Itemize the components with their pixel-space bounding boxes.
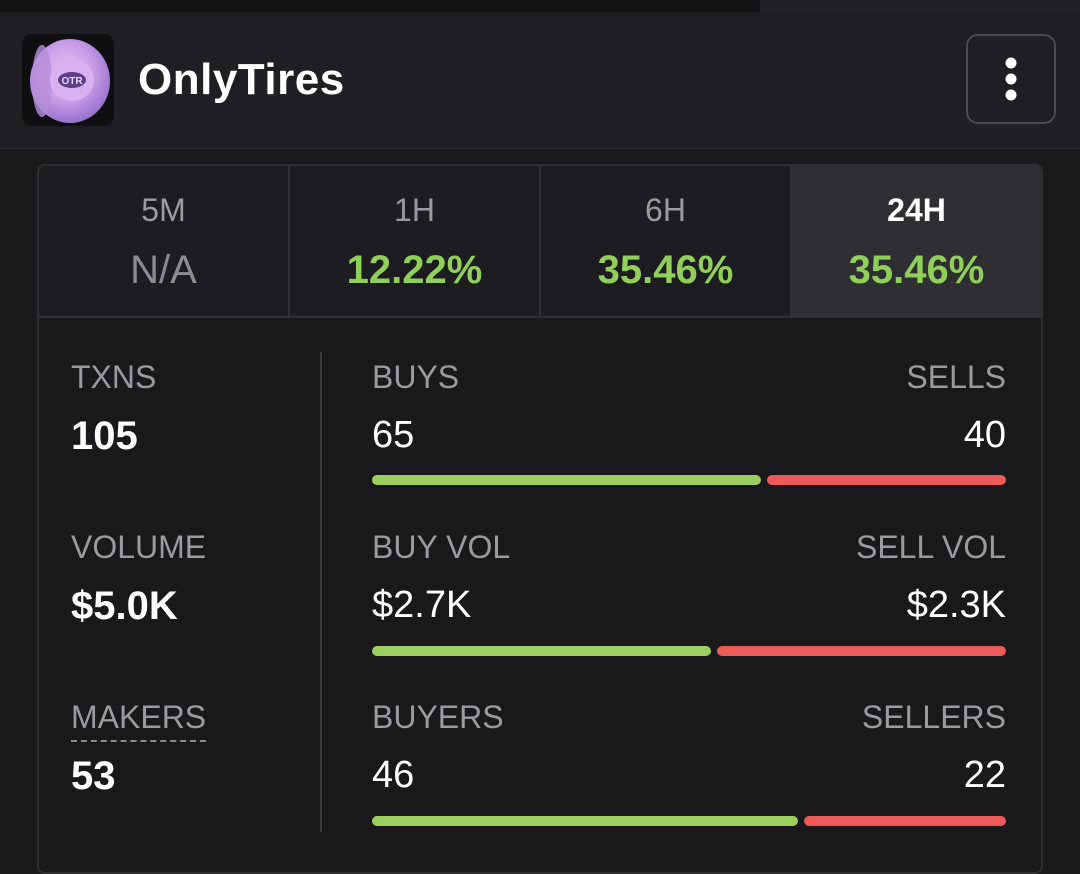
- sell-bar: [717, 646, 1006, 656]
- buyers-label: BUYERS: [372, 699, 504, 735]
- token-name: OnlyTires: [138, 55, 345, 104]
- makers-value: 53: [71, 754, 116, 798]
- tab-change-value: N/A: [130, 248, 197, 292]
- makers-label[interactable]: MAKERS: [71, 696, 207, 742]
- tab-5m[interactable]: 5M N/A: [39, 166, 290, 316]
- txns-ratio-bar: [372, 475, 1006, 485]
- buys-label: BUYS: [372, 359, 460, 395]
- summary-column: TXNS 105 VOLUME $5.0K MAKERS 53: [39, 318, 321, 872]
- more-vertical-icon: [1005, 57, 1017, 101]
- sell-bar: [767, 475, 1006, 485]
- sell-bar: [804, 816, 1006, 826]
- buyers-value: 46: [372, 754, 415, 796]
- buy-bar: [372, 816, 798, 826]
- volume-label: VOLUME: [71, 529, 207, 565]
- buy-bar: [372, 475, 761, 485]
- sell-vol-label: SELL VOL: [855, 529, 1006, 565]
- tab-change-value: 35.46%: [848, 248, 985, 292]
- txns-value: 105: [71, 414, 138, 458]
- buys-value: 65: [372, 414, 415, 456]
- column-divider: [320, 352, 322, 832]
- tab-change-value: 35.46%: [597, 248, 734, 292]
- breakdown-column: BUYS SELLS 65 40 BUY VOL SELL VOL $2.7K …: [372, 318, 1006, 872]
- token-header: OTR OnlyTires: [0, 12, 1080, 149]
- top-strip-segment: [760, 0, 1080, 12]
- stats-card: 5M N/A 1H 12.22% 6H 35.46% 24H 35.46% TX…: [37, 164, 1043, 874]
- tab-change-value: 12.22%: [346, 248, 483, 292]
- tab-label: 1H: [394, 192, 435, 228]
- tab-6h[interactable]: 6H 35.46%: [541, 166, 792, 316]
- tab-24h[interactable]: 24H 35.46%: [792, 166, 1041, 316]
- buy-vol-value: $2.7K: [372, 584, 472, 626]
- more-options-button[interactable]: [966, 34, 1056, 124]
- tab-label: 5M: [141, 192, 186, 228]
- txns-label: TXNS: [71, 359, 157, 395]
- tab-label: 24H: [887, 192, 946, 228]
- makers-ratio-bar: [372, 816, 1006, 826]
- volume-value: $5.0K: [71, 584, 178, 628]
- logo-text: OTR: [61, 76, 83, 87]
- tire-logo-icon: OTR: [22, 34, 114, 126]
- top-strip: [0, 0, 1080, 12]
- sells-label: SELLS: [906, 359, 1006, 395]
- tab-label: 6H: [645, 192, 686, 228]
- volume-ratio-bar: [372, 646, 1006, 656]
- sell-vol-value: $2.3K: [906, 584, 1006, 626]
- buy-bar: [372, 646, 711, 656]
- sellers-label: SELLERS: [861, 699, 1006, 735]
- buy-vol-label: BUY VOL: [372, 529, 511, 565]
- timeframe-tabs: 5M N/A 1H 12.22% 6H 35.46% 24H 35.46%: [39, 166, 1041, 318]
- tab-1h[interactable]: 1H 12.22%: [290, 166, 541, 316]
- token-logo: OTR: [22, 34, 114, 126]
- sells-value: 40: [963, 414, 1006, 456]
- sellers-value: 22: [963, 754, 1006, 796]
